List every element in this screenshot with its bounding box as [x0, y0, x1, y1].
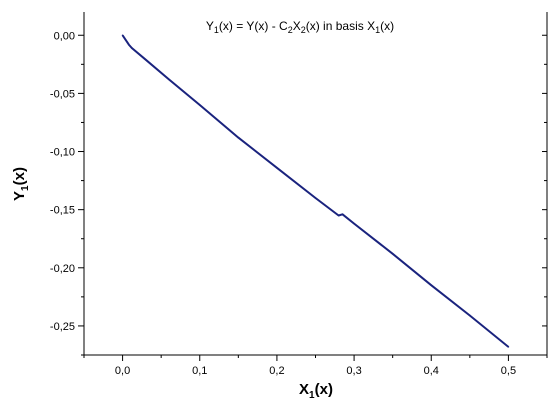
chart-title: Y1(x) = Y(x) - C2X2(x) in basis X1(x) — [206, 19, 394, 35]
x-tick-label: 0,0 — [115, 365, 130, 377]
chart-title-part: (x) in basis X — [306, 19, 375, 33]
series-point — [127, 43, 130, 46]
chart-title-part: (x) = Y(x) - C — [219, 19, 288, 33]
x-axis-title: X1(x) — [299, 381, 333, 401]
chart-title-part: 1 — [214, 25, 219, 35]
x-tick-label: 0,3 — [346, 365, 361, 377]
y-tick-label: 0,00 — [54, 30, 75, 42]
y-tick-label: -0,25 — [50, 321, 75, 333]
series-layer — [121, 34, 510, 348]
series-point — [469, 314, 471, 317]
chart-title-part: Y — [206, 19, 214, 33]
series-point — [353, 222, 355, 225]
series-point — [144, 58, 147, 61]
chart-title-part: 2 — [288, 25, 293, 35]
x-tick-label: 0,5 — [501, 365, 516, 377]
y-tick-label: -0,15 — [50, 205, 75, 217]
series-point — [337, 214, 340, 217]
x-tick-label: 0,4 — [424, 365, 439, 377]
chart-title-part: (x) — [380, 19, 394, 33]
y-tick-label: -0,10 — [50, 147, 75, 159]
x-tick-label: 0,1 — [192, 365, 207, 377]
y-axis-ticks: 0,00 -0,05 -0,10 -0,15 -0,20 -0,25 — [50, 30, 547, 356]
series-point — [391, 253, 394, 255]
series-point — [314, 197, 317, 199]
series-point — [341, 213, 344, 216]
series-point — [507, 346, 510, 348]
series-point — [124, 39, 127, 41]
chart-title-part: 1 — [375, 25, 380, 35]
series-point — [276, 167, 278, 169]
x-tick-label: 0,2 — [269, 365, 284, 377]
chart-title-part: 2 — [301, 25, 306, 35]
series-point — [121, 34, 124, 37]
y-tick-label: -0,05 — [50, 88, 75, 100]
series-point — [131, 47, 133, 49]
y-axis-title: Y1(x) — [11, 167, 31, 201]
y-tick-label: -0,20 — [50, 263, 75, 275]
series-line — [121, 34, 510, 348]
series-point — [430, 284, 433, 287]
chart-title-part: X — [293, 19, 301, 33]
series-point — [237, 136, 240, 139]
plot-frame — [83, 12, 548, 356]
x-axis-ticks: 0,0 0,1 0,2 0,3 0,4 0,5 — [83, 355, 548, 377]
series-point — [198, 104, 201, 106]
series-point — [168, 78, 170, 81]
